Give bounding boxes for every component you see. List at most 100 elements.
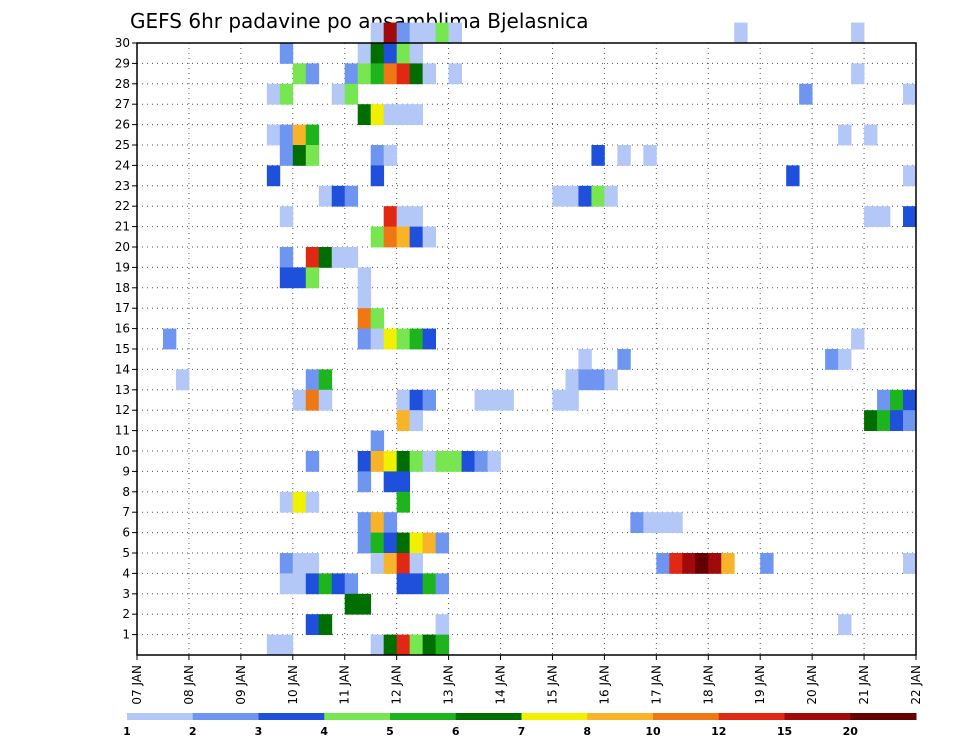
precip-cell [877, 389, 891, 411]
precip-cell [305, 573, 320, 595]
y-tick-label: 27 [115, 97, 130, 111]
precip-cell [656, 553, 670, 574]
precip-cell [864, 410, 878, 431]
precip-cell [630, 512, 644, 533]
precip-cell [500, 389, 514, 411]
precip-cell [422, 634, 437, 656]
precip-cell [357, 593, 372, 615]
legend-label: 7 [518, 725, 526, 738]
precip-cell [370, 104, 385, 125]
legend-label: 1 [123, 725, 131, 738]
precip-cell [578, 349, 592, 370]
precip-cell [344, 593, 359, 615]
precip-cell [799, 83, 813, 105]
precip-cell [851, 22, 865, 44]
precip-cell [344, 63, 359, 85]
precip-cell [318, 369, 333, 391]
x-tick-label: 20 JAN [805, 665, 819, 705]
precip-cell [461, 451, 475, 472]
precip-cell [903, 83, 917, 105]
precip-cell [383, 43, 398, 64]
x-tick-label: 13 JAN [442, 665, 456, 705]
precip-cell [370, 328, 385, 350]
precip-cell [396, 104, 411, 125]
precip-cell [708, 553, 722, 574]
precip-cell [643, 145, 657, 166]
precip-cell [396, 226, 411, 248]
precip-cell [591, 145, 605, 166]
x-tick-label: 14 JAN [494, 665, 508, 705]
legend-label: 5 [386, 725, 394, 738]
precip-cell [175, 369, 190, 391]
y-tick-label: 7 [122, 505, 130, 519]
precip-cell [565, 369, 579, 391]
precip-cell [292, 553, 307, 574]
precip-cell [409, 389, 424, 411]
x-tick-label: 07 JAN [130, 665, 144, 705]
x-tick-label: 19 JAN [753, 665, 767, 705]
precip-cell [448, 63, 462, 85]
precip-cell [370, 43, 385, 64]
precip-cell [318, 247, 333, 268]
precip-cell [357, 104, 372, 125]
y-tick-label: 6 [122, 526, 130, 540]
precip-cell [344, 247, 359, 268]
precip-cell [422, 328, 437, 350]
precip-cell [370, 512, 385, 533]
precip-cell [344, 83, 359, 105]
precip-cell [565, 185, 579, 207]
legend-swatch [324, 713, 391, 720]
precip-cell [383, 328, 398, 350]
precip-cell [591, 369, 605, 391]
precip-cell [279, 206, 294, 227]
precip-cell [344, 185, 359, 207]
precip-cell [604, 185, 618, 207]
x-tick-label: 08 JAN [182, 665, 196, 705]
precip-cell [370, 63, 385, 85]
precip-cell [318, 185, 333, 207]
precip-cell [383, 634, 398, 656]
precip-cell [669, 512, 683, 533]
precip-cell [292, 267, 307, 289]
precip-cell [383, 471, 398, 493]
precip-cell [266, 634, 281, 656]
legend-swatch [653, 713, 720, 720]
y-tick-label: 16 [115, 322, 130, 336]
precip-cell [279, 634, 294, 656]
precip-cell [370, 634, 385, 656]
precip-cell [578, 185, 592, 207]
y-tick-label: 25 [115, 138, 130, 152]
precip-cell [266, 165, 281, 187]
precip-cell [877, 410, 891, 431]
precip-cell [162, 328, 177, 350]
precip-cell [357, 308, 372, 329]
precip-cell [903, 410, 917, 431]
precip-cell [357, 43, 372, 64]
precip-cell [422, 63, 437, 85]
precip-cell [591, 185, 605, 207]
precip-cell [318, 389, 333, 411]
precip-cell [695, 553, 709, 574]
precip-cell [422, 532, 437, 554]
legend-label: 10 [645, 725, 661, 738]
legend-swatch [390, 713, 457, 720]
legend-label: 15 [777, 725, 792, 738]
precip-cell [305, 247, 320, 268]
y-tick-label: 1 [122, 628, 130, 642]
precip-cell [383, 451, 398, 472]
precip-cell [357, 287, 372, 309]
precip-cell [617, 349, 631, 370]
legend-label: 3 [255, 725, 263, 738]
precip-cell [279, 491, 294, 513]
y-tick-label: 11 [115, 424, 130, 438]
y-tick-label: 18 [115, 281, 130, 295]
y-tick-label: 22 [115, 199, 130, 213]
x-tick-label: 10 JAN [286, 665, 300, 705]
precip-cell [409, 206, 424, 227]
legend-label: 20 [843, 725, 859, 738]
precip-cell [487, 389, 501, 411]
precip-cell [370, 145, 385, 166]
precip-cell [435, 614, 449, 635]
x-tick-label: 16 JAN [597, 665, 611, 705]
precip-cell [266, 124, 281, 146]
